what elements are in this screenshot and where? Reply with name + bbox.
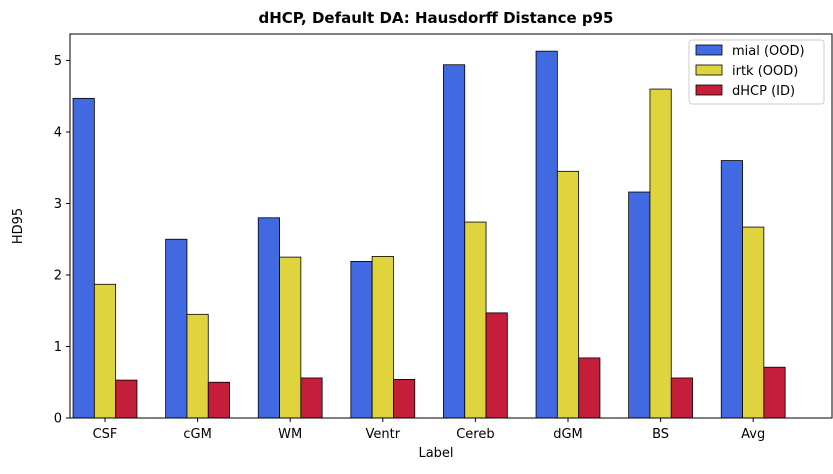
x-tick-label-ventr: Ventr bbox=[366, 427, 401, 442]
bar-dhcp-id-bs bbox=[670, 377, 693, 419]
legend: mial (OOD) irtk (OOD) dHCP (ID) bbox=[688, 39, 825, 105]
legend-box bbox=[688, 39, 825, 105]
x-tick-label-cgm: cGM bbox=[183, 427, 211, 442]
x-tick-label-cereb: Cereb bbox=[456, 427, 494, 442]
bar-mial-ood-ventr bbox=[350, 260, 373, 419]
x-tick-label-bs: BS bbox=[652, 427, 669, 442]
legend-label-dhcp-id: dHCP (ID) bbox=[732, 84, 795, 99]
legend-swatch-dhcp-id bbox=[695, 84, 723, 96]
y-axis: 0 1 2 3 4 5 bbox=[54, 54, 70, 427]
bar-mial-ood-avg bbox=[720, 160, 743, 419]
plot-frame bbox=[69, 33, 833, 419]
y-tick-label-4: 4 bbox=[54, 125, 62, 140]
bar-mial-ood-bs bbox=[628, 191, 651, 419]
bar-mial-ood-wm bbox=[257, 217, 280, 419]
bar-irtk-ood-wm bbox=[279, 256, 302, 419]
bars-layer bbox=[72, 50, 786, 419]
bar-irtk-ood-bs bbox=[649, 88, 672, 419]
bar-dhcp-id-ventr bbox=[393, 378, 416, 419]
bar-mial-ood-cereb bbox=[443, 64, 466, 419]
bar-dhcp-id-avg bbox=[763, 366, 786, 419]
bar-irtk-ood-avg bbox=[742, 226, 765, 419]
legend-label-irtk-ood: irtk (OOD) bbox=[732, 64, 798, 79]
x-tick-label-csf: CSF bbox=[93, 427, 118, 442]
bar-mial-ood-csf bbox=[72, 97, 95, 419]
bar-mial-ood-dgm bbox=[535, 50, 558, 419]
legend-swatch-irtk-ood bbox=[695, 64, 723, 76]
y-tick-label-1: 1 bbox=[54, 340, 62, 355]
y-tick-label-0: 0 bbox=[54, 412, 62, 427]
x-tick-label-dgm: dGM bbox=[553, 427, 583, 442]
x-axis-label: Label bbox=[418, 446, 453, 461]
y-tick-label-3: 3 bbox=[54, 197, 62, 212]
bar-dhcp-id-wm bbox=[300, 377, 323, 419]
bar-mial-ood-cgm bbox=[165, 238, 188, 419]
bar-irtk-ood-cgm bbox=[186, 313, 209, 419]
legend-label-mial-ood: mial (OOD) bbox=[732, 44, 805, 59]
bar-dhcp-id-cgm bbox=[207, 381, 230, 419]
chart-title: dHCP, Default DA: Hausdorff Distance p95 bbox=[259, 9, 614, 27]
x-tick-label-avg: Avg bbox=[741, 427, 765, 442]
legend-swatch-mial-ood bbox=[695, 44, 723, 56]
y-tick-label-5: 5 bbox=[54, 54, 62, 69]
y-axis-label: HD95 bbox=[11, 208, 26, 244]
bar-dhcp-id-cereb bbox=[485, 312, 508, 419]
x-axis: CSF cGM WM Ventr Cereb dGM BS Avg bbox=[93, 418, 765, 442]
y-tick-label-2: 2 bbox=[54, 268, 62, 283]
x-tick-label-wm: WM bbox=[278, 427, 302, 442]
bar-dhcp-id-dgm bbox=[578, 357, 601, 419]
bar-irtk-ood-csf bbox=[93, 283, 117, 419]
bar-irtk-ood-ventr bbox=[371, 255, 394, 419]
bar-dhcp-id-csf bbox=[115, 379, 138, 419]
bar-irtk-ood-dgm bbox=[556, 170, 580, 419]
bar-irtk-ood-cereb bbox=[464, 221, 487, 419]
